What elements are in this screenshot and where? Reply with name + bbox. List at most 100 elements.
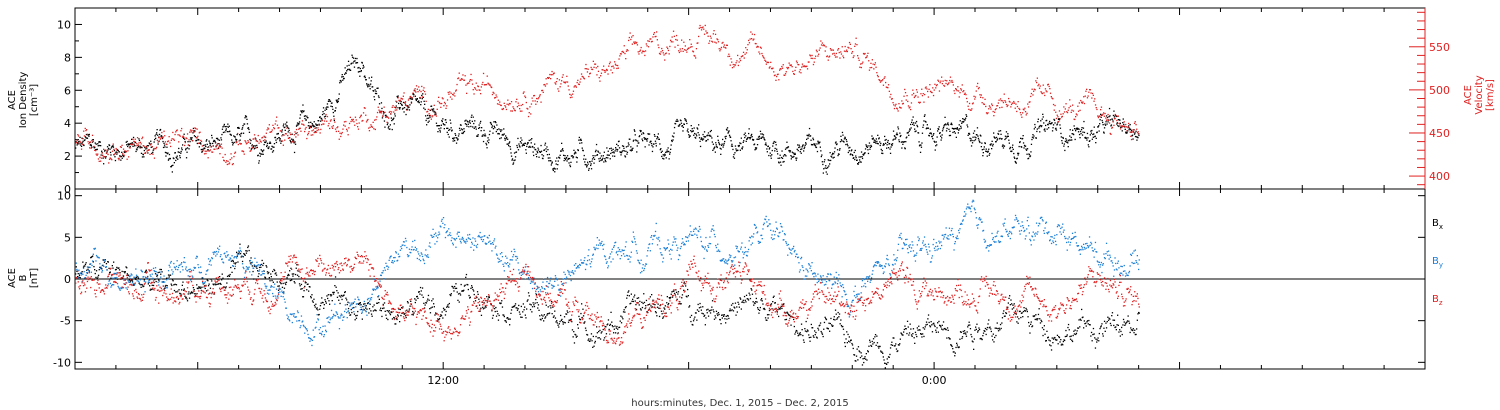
velocity-series-point (217, 147, 220, 149)
density-series-point (509, 148, 512, 150)
series-bx-point (563, 316, 566, 318)
velocity-series-point (996, 105, 998, 107)
velocity-series-point (119, 146, 122, 148)
density-series-point (296, 122, 299, 124)
velocity-series-point (955, 88, 957, 90)
density-series-point (1137, 137, 1139, 139)
density-series-point (453, 138, 455, 140)
velocity-series-point (332, 127, 334, 129)
density-series-point (741, 148, 743, 150)
velocity-series-point (1099, 115, 1101, 117)
velocity-series-point (341, 131, 343, 134)
density-series-point (132, 136, 135, 139)
series-bx-point (207, 280, 209, 282)
density-series-point (680, 120, 682, 122)
series-bx-point (728, 310, 731, 312)
velocity-series-point (1054, 104, 1056, 107)
series-bx-point (524, 314, 526, 316)
density-series-point (999, 130, 1002, 132)
velocity-series-point (1038, 87, 1041, 89)
density-series-point (822, 172, 824, 174)
series-bx-point (441, 311, 443, 313)
density-series-point (306, 115, 308, 117)
velocity-series-point (79, 140, 81, 142)
velocity-series-point (719, 50, 721, 52)
density-series-point (1057, 118, 1060, 120)
density-series-point (609, 158, 611, 160)
series-bx-point (583, 322, 585, 324)
series-bx-point (734, 307, 736, 309)
series-bx-point (507, 317, 509, 319)
density-series-point (644, 137, 647, 140)
density-series-point (191, 137, 193, 139)
density-series-point (1060, 136, 1062, 138)
series-bx-point (598, 337, 600, 339)
velocity-series-point (378, 109, 380, 111)
density-series-point (852, 154, 854, 157)
density-series-point (854, 149, 856, 152)
density-series-point (632, 140, 634, 142)
series-bx-point (690, 320, 692, 323)
velocity-series-point (1005, 103, 1008, 106)
density-series-point (896, 134, 899, 136)
series-bx-point (321, 297, 323, 299)
series-bx-point (340, 296, 342, 298)
velocity-series-point (658, 46, 660, 49)
density-series-point (404, 104, 407, 106)
density-series-point (817, 140, 819, 142)
series-bx-point (814, 330, 816, 332)
velocity-series-point (501, 108, 503, 110)
density-series-point (977, 137, 980, 140)
density-series-point (947, 124, 950, 126)
density-series-point (272, 146, 274, 148)
velocity-series-point (941, 76, 943, 78)
velocity-series-point (723, 46, 725, 48)
density-series-point (1128, 129, 1130, 131)
velocity-series-point (770, 67, 773, 70)
density-series-point (929, 128, 931, 130)
velocity-series-point (449, 91, 451, 93)
density-series-point (1090, 130, 1092, 132)
density-series-point (1069, 135, 1071, 137)
series-bx-point (387, 318, 389, 321)
density-series-point (1118, 125, 1120, 128)
velocity-series-point (968, 108, 970, 110)
velocity-series-point (1039, 85, 1041, 87)
density-series-point (143, 156, 145, 158)
velocity-series-point (527, 115, 530, 118)
density-series-point (1038, 125, 1040, 128)
density-series-point (911, 119, 913, 121)
density-series-point (98, 144, 100, 147)
density-series-point (940, 139, 942, 141)
density-series-point (1037, 118, 1039, 120)
series-bx-point (368, 308, 371, 310)
velocity-series-point (776, 73, 779, 76)
series-bx-point (315, 303, 317, 305)
density-series-point (545, 150, 548, 153)
density-series-point (258, 162, 260, 164)
velocity-series-point (221, 147, 223, 149)
velocity-series-point (768, 67, 770, 69)
velocity-series-point (414, 88, 416, 90)
density-series-point (217, 147, 220, 150)
velocity-series-point (656, 31, 658, 33)
velocity-series-point (985, 105, 987, 108)
density-series-point (963, 120, 965, 123)
velocity-series-point (458, 72, 460, 74)
density-series-point (1044, 130, 1046, 132)
density-series-point (912, 116, 914, 118)
series-bx-point (303, 290, 305, 292)
density-series-point (894, 135, 896, 138)
density-series-point (469, 119, 471, 122)
density-series-point (595, 149, 597, 151)
density-series-point (819, 146, 821, 148)
velocity-series-point (123, 154, 125, 156)
density-series-point (360, 70, 362, 73)
density-series-point (823, 168, 825, 170)
density-series-point (664, 153, 666, 155)
velocity-series-point (362, 119, 364, 122)
series-bx-point (101, 264, 104, 267)
velocity-series-point (698, 35, 700, 38)
density-series-point (442, 118, 444, 120)
density-series-point (617, 145, 619, 147)
